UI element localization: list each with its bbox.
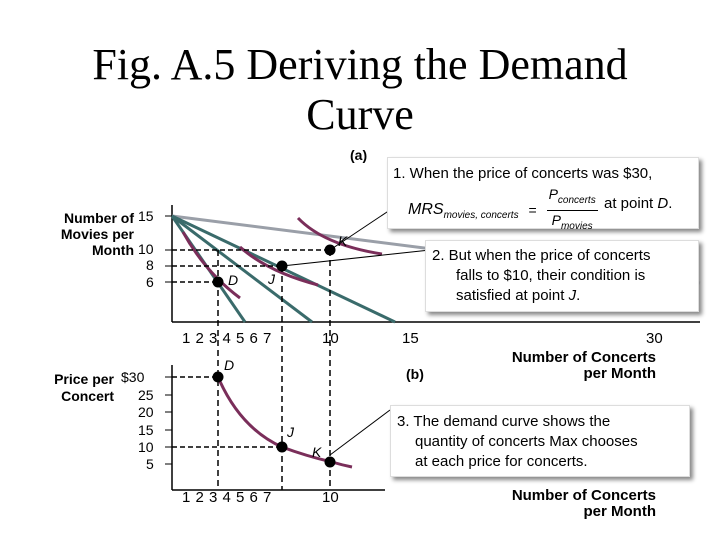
panel-a-xtick-label-10: 10	[322, 330, 339, 347]
panel-a-ytick-label-15: 15	[138, 208, 154, 224]
panel-a-xtick-label-1-7: 1 2 3 4 5 6 7	[182, 330, 272, 347]
callout-2-line-3-point: J	[568, 287, 577, 304]
panel-b-ytick-label-25: 25	[138, 387, 154, 403]
panel-b-y-axis-label: Price per Concert	[30, 371, 114, 405]
callout-2-line-3-text: satisfied at point	[456, 287, 569, 304]
callout-1-connector	[329, 209, 391, 251]
callout-1: 1. When the price of concerts was $30, M…	[387, 157, 699, 232]
callout-1-tail-point: D	[657, 195, 669, 212]
panel-b-x-axis-label: Number of Concerts per Month	[470, 488, 656, 520]
callout-1-equation: MRSmovies, concerts = Pconcerts Pmovies	[408, 185, 598, 236]
callout-2-line-3: satisfied at point J.	[456, 286, 580, 305]
panel-b-ytick-label-30: $30	[121, 369, 145, 385]
budget-line-2	[171, 214, 313, 324]
callout-1-tail-text: at point	[604, 195, 658, 212]
price-concerts-symbol: P	[548, 186, 558, 202]
panel-a-ytick-label-6: 6	[146, 274, 154, 290]
price-movies-subscript: movies	[560, 220, 593, 232]
demand-curve	[216, 376, 353, 469]
indifference-curve-j	[239, 245, 319, 287]
point-b-j-label: J	[287, 424, 294, 440]
panel-b-x-axis-label-line-2: per Month	[583, 503, 657, 520]
point-b-d-label: D	[224, 357, 235, 373]
panel-a-y-axis-label: Number of Movies per Month	[20, 210, 134, 258]
panel-a-xtick-label-30: 30	[646, 330, 663, 347]
callout-3-line-2: quantity of concerts Max chooses	[415, 433, 638, 450]
point-a-k-label: K	[338, 233, 348, 249]
callout-3-line-3: at each price for concerts.	[415, 453, 588, 470]
panel-a-ytick-label-10: 10	[138, 241, 154, 257]
point-a-j-label: J	[268, 271, 275, 287]
slide-title: Fig. A.5 Deriving the Demand Curve	[0, 40, 720, 140]
panel-a-x-axis-label-line-1: Number of Concerts	[511, 349, 656, 366]
point-a-d	[212, 276, 224, 288]
panel-b-label: (b)	[406, 366, 424, 382]
title-line-1: Fig. A.5 Deriving the Demand	[92, 40, 628, 89]
panel-b-xtick-label-10: 10	[322, 489, 339, 506]
callout-2-line-1: 2. But when the price of concerts	[432, 247, 651, 264]
callout-1-tail-end: .	[668, 195, 673, 212]
panel-b-ytick-label-15: 15	[138, 422, 154, 438]
point-b-j	[276, 441, 288, 453]
callout-1-line-1: 1. When the price of concerts was $30,	[393, 165, 653, 182]
callout-3-line-1: 3. The demand curve shows the	[397, 413, 611, 430]
callout-1-tail: at point D.	[604, 194, 672, 213]
panel-a-y-axis-label-line-1: Number of	[64, 210, 134, 226]
price-ratio-fraction: Pconcerts Pmovies	[546, 185, 598, 236]
price-ratio-denominator: Pmovies	[547, 211, 598, 236]
title-line-2: Curve	[306, 90, 414, 139]
point-b-k	[324, 456, 336, 468]
price-ratio-numerator: Pconcerts	[546, 185, 598, 211]
callout-3: 3. The demand curve shows the quantity o…	[390, 405, 690, 477]
indifference-curve-k	[296, 216, 383, 256]
mrs-subscript: movies, concerts	[443, 209, 519, 221]
panel-a-y-axis-label-line-2: Movies per	[60, 226, 134, 242]
panel-b-ytick-label-20: 20	[138, 404, 154, 420]
panel-a-label: (a)	[350, 147, 368, 163]
point-b-k-label: K	[312, 444, 322, 460]
mrs-symbol: MRS	[408, 201, 444, 218]
callout-2: 2. But when the price of concerts falls …	[425, 240, 699, 312]
price-concerts-subscript: concerts	[557, 194, 596, 206]
callout-3-connector	[329, 409, 391, 456]
callout-2-connector	[281, 249, 431, 267]
panel-a-xtick-label-15: 15	[402, 330, 419, 347]
panel-b-y-axis-label-line-2: Concert	[61, 388, 114, 404]
panel-a-ytick-label-8: 8	[146, 257, 154, 273]
panel-b-xtick-label-1-7: 1 2 3 4 5 6 7	[182, 489, 272, 506]
equals-sign: =	[528, 201, 537, 218]
point-b-d	[212, 371, 224, 383]
indifference-curve-d	[181, 231, 241, 300]
panel-a-y-axis-label-line-3: Month	[92, 242, 134, 258]
panel-b-ytick-label-10: 10	[138, 439, 154, 455]
callout-2-line-3-end: .	[576, 287, 581, 304]
callout-2-line-2: falls to $10, their condition is	[456, 267, 646, 284]
panel-b-ytick-label-5: 5	[146, 456, 154, 472]
panel-b-y-axis-label-line-1: Price per	[54, 371, 114, 387]
price-movies-symbol: P	[551, 211, 561, 228]
panel-a-x-axis-label: Number of Concerts per Month	[470, 350, 656, 382]
panel-a-x-axis-label-line-2: per Month	[583, 365, 657, 382]
panel-b-x-axis-label-line-1: Number of Concerts	[511, 487, 656, 504]
point-a-d-label: D	[228, 272, 239, 288]
